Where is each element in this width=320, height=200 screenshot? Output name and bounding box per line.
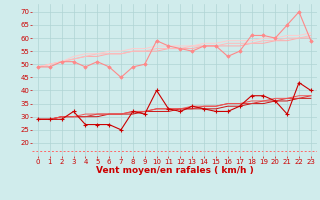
X-axis label: Vent moyen/en rafales ( km/h ): Vent moyen/en rafales ( km/h ): [96, 166, 253, 175]
